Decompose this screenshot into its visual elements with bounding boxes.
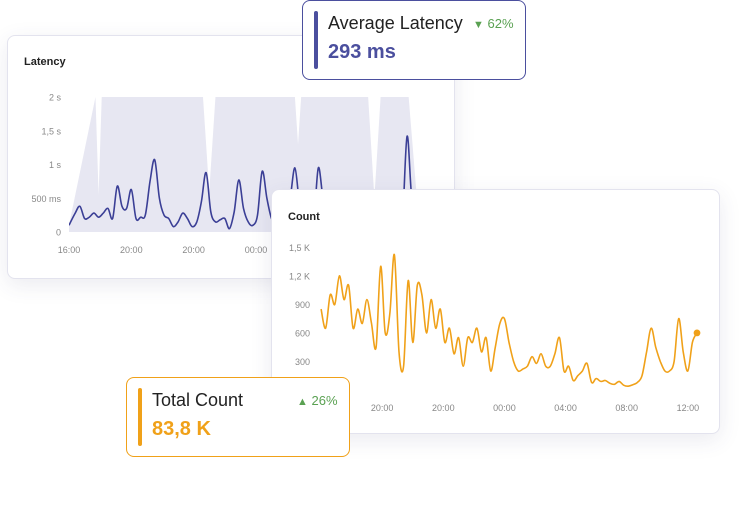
- y-tick-label: 500 ms: [31, 194, 61, 204]
- total-count-badge: Total Count ▲ 26% 83,8 K: [126, 377, 350, 457]
- total-count-delta: ▲ 26%: [297, 393, 338, 408]
- average-latency-delta-value: 62%: [487, 16, 514, 31]
- y-tick-label: 1,5 s: [41, 126, 61, 136]
- average-latency-badge: Average Latency ▼ 62% 293 ms: [302, 0, 526, 80]
- y-tick-label: 0: [56, 228, 61, 238]
- x-tick-label: 20:00: [182, 245, 205, 255]
- y-tick-label: 1,5 K: [289, 243, 310, 253]
- x-tick-label: 20:00: [371, 403, 394, 413]
- average-latency-delta: ▼ 62%: [473, 16, 514, 31]
- total-count-accent-bar: [138, 388, 142, 446]
- y-tick-label: 600: [295, 328, 310, 338]
- total-count-value: 83,8 K: [152, 418, 211, 440]
- x-tick-label: 04:00: [554, 403, 577, 413]
- y-tick-label: 2 s: [49, 93, 62, 103]
- arrow-down-icon: ▼: [473, 19, 484, 31]
- x-tick-label: 00:00: [493, 403, 516, 413]
- count-chart: 300 600 900 1,2 K 1,5 K 20:00 20:00 00:00 04:00 0…: [289, 243, 701, 413]
- count-card-title: Count: [288, 211, 320, 223]
- y-tick-label: 300: [295, 357, 310, 367]
- x-tick-label: 20:00: [120, 245, 143, 255]
- x-tick-label: 16:00: [58, 245, 81, 255]
- average-latency-label: Average Latency: [328, 13, 463, 33]
- x-tick-label: 00:00: [245, 245, 268, 255]
- total-count-label: Total Count: [152, 390, 244, 410]
- series-line: [320, 254, 698, 388]
- x-tick-label: 12:00: [677, 403, 700, 413]
- x-tick-label: 08:00: [615, 403, 638, 413]
- x-tick-label: 20:00: [432, 403, 455, 413]
- y-tick-label: 1 s: [49, 160, 62, 170]
- average-latency-value: 293 ms: [328, 41, 396, 63]
- average-latency-accent-bar: [314, 11, 318, 69]
- last-point-marker: [693, 329, 701, 337]
- latency-card-title: Latency: [24, 56, 66, 68]
- total-count-delta-value: 26%: [311, 393, 338, 408]
- y-tick-label: 900: [295, 300, 310, 310]
- y-tick-label: 1,2 K: [289, 271, 310, 281]
- arrow-up-icon: ▲: [297, 396, 308, 408]
